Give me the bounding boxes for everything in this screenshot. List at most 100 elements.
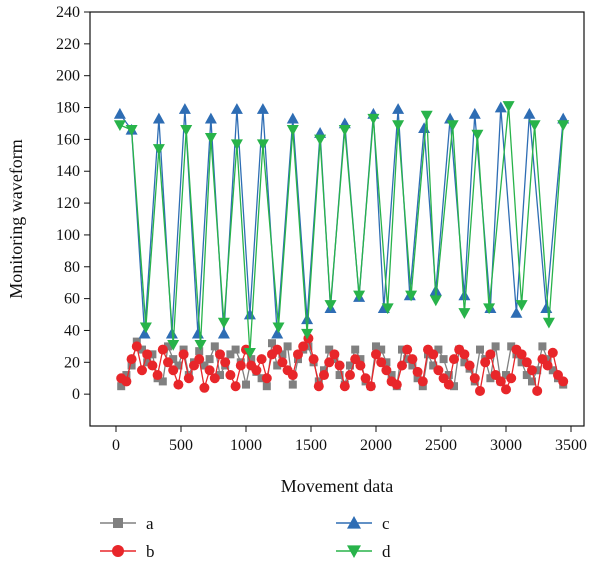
series-a-point <box>283 342 292 351</box>
series-b-point <box>209 373 220 384</box>
legend-a-marker <box>113 518 123 528</box>
legend-d-label: d <box>382 542 391 561</box>
legend-item-c: c <box>336 514 390 533</box>
legend-item-b: b <box>100 542 155 561</box>
series-d-point <box>338 125 351 136</box>
series-c-point <box>178 103 191 114</box>
series-c-point <box>138 327 151 339</box>
series-b-point <box>298 341 309 352</box>
series-c-point <box>113 107 126 119</box>
series-b-point <box>121 376 132 387</box>
series-b-point <box>397 360 407 371</box>
series-d <box>113 101 570 359</box>
series-b-point <box>183 373 194 384</box>
series-c-point <box>458 289 471 301</box>
series-b-point <box>381 365 392 376</box>
series-a-point <box>502 371 510 380</box>
series-b-point <box>194 354 205 365</box>
series-c-point <box>468 107 481 119</box>
series-c-point <box>152 112 165 124</box>
series-d-point <box>301 328 314 340</box>
series-b-point <box>157 344 168 355</box>
plot-frame <box>89 11 585 427</box>
legend-d-marker <box>347 545 361 558</box>
series-b-point <box>402 344 413 355</box>
axes: 0 20 40 60 80 100 120 140 160 180 200 220 240 0 500 100… <box>56 4 587 454</box>
series-d-point <box>113 120 126 132</box>
series-d-point <box>381 303 394 315</box>
series-b-point <box>230 381 241 392</box>
series-layer <box>113 101 570 396</box>
series-a-point <box>164 342 172 351</box>
series-d-point <box>272 322 285 334</box>
series-a-point <box>460 358 469 367</box>
series-b-point <box>324 357 335 368</box>
series-b-point <box>334 360 345 371</box>
x-tick-label: 1500 <box>295 437 327 454</box>
legend: ab cd <box>100 514 391 561</box>
series-b-point <box>443 379 454 390</box>
x-tick-label: 1000 <box>230 437 262 454</box>
series-c-point <box>494 101 507 113</box>
series-a-point <box>231 345 240 354</box>
series-a-point <box>408 361 417 370</box>
series-a-point <box>548 366 557 375</box>
series-d-point <box>204 132 217 144</box>
series-a-point <box>205 355 214 364</box>
series-a-point <box>439 355 448 364</box>
legend-item-a: a <box>100 514 154 533</box>
series-a-point <box>127 361 136 370</box>
y-tick-label: 60 <box>64 291 80 308</box>
x-tick-label: 500 <box>169 437 193 454</box>
series-b-point <box>173 379 184 390</box>
series-d-point <box>256 139 269 151</box>
series-a-point <box>444 371 453 380</box>
y-tick-label: 80 <box>64 259 80 276</box>
y-axis-title: Monitoring waveform <box>6 139 26 298</box>
series-b-point <box>480 357 491 368</box>
series-d-point <box>353 290 366 302</box>
series-b-point <box>521 357 532 368</box>
series-b-point <box>469 373 480 384</box>
series-a-point <box>543 355 552 364</box>
series-c-point <box>230 103 243 114</box>
series-a-point <box>346 361 354 370</box>
series-a-point <box>304 342 313 351</box>
series-b-point <box>147 360 158 371</box>
series-a-point <box>122 371 131 380</box>
series-b-point <box>527 365 537 376</box>
series-d-point <box>217 317 230 329</box>
y-tick-label: 160 <box>56 131 80 148</box>
y-tick-label: 180 <box>56 100 80 117</box>
series-a-point <box>538 342 547 351</box>
series-b-point <box>516 349 527 360</box>
series-a-point <box>143 358 152 367</box>
series-b-point <box>547 347 558 358</box>
series-b-point <box>163 357 173 368</box>
series-b-point <box>355 360 366 371</box>
series-b-point <box>261 373 272 384</box>
series-b-point <box>251 365 262 376</box>
legend-item-d: d <box>336 542 391 561</box>
series-a-point <box>491 342 500 351</box>
series-a-point <box>278 350 287 359</box>
series-a-point <box>216 371 224 380</box>
legend-c-marker <box>347 516 361 529</box>
series-a-point <box>148 350 157 359</box>
series-a-point <box>356 355 365 364</box>
series-c-point <box>217 327 230 339</box>
series-b-point <box>371 349 381 360</box>
series-c-point <box>392 103 405 114</box>
series-b-point <box>137 365 147 376</box>
series-b-point <box>339 381 350 392</box>
series-a-point <box>377 345 386 354</box>
series-b-point <box>152 370 163 381</box>
series-c-point <box>301 313 314 325</box>
series-b-point <box>220 357 231 368</box>
series-b-point <box>204 365 215 376</box>
series-a-point <box>158 377 167 386</box>
series-a-point <box>169 355 178 364</box>
series-a-point <box>382 358 391 367</box>
